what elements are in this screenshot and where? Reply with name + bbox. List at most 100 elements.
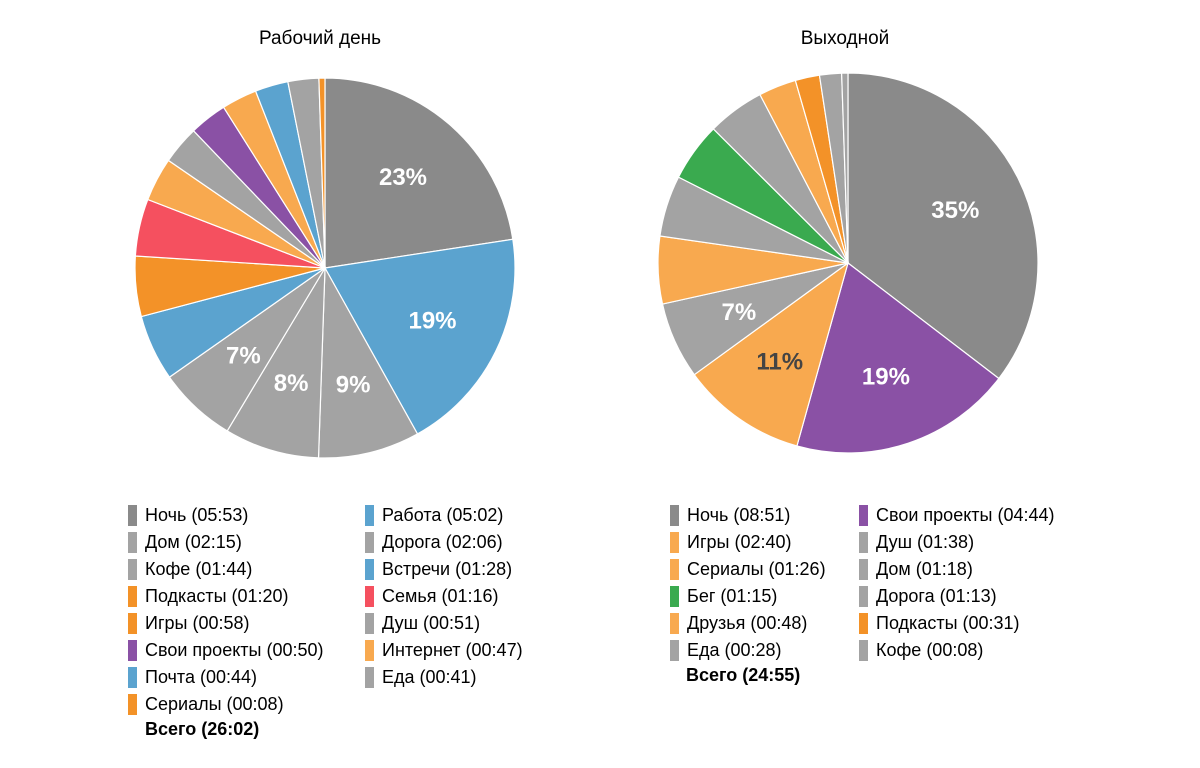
legend-swatch bbox=[128, 640, 137, 661]
legend-label: Душ (01:38) bbox=[876, 532, 975, 552]
legend-label: Дорога (01:13) bbox=[876, 586, 997, 606]
legend-item: Дом (02:15) bbox=[128, 529, 324, 556]
legend-swatch bbox=[128, 532, 137, 553]
legend-item: Работа (05:02) bbox=[365, 502, 523, 529]
legend-item: Кофе (00:08) bbox=[859, 637, 1055, 664]
legend-item: Сериалы (01:26) bbox=[670, 556, 826, 583]
legend-column: Свои проекты (04:44) Душ (01:38) Дом (01:1… bbox=[859, 502, 1055, 664]
legend-item: Почта (00:44) bbox=[128, 664, 324, 691]
legend-swatch bbox=[365, 505, 374, 526]
slice-percent-label: 7% bbox=[722, 299, 757, 326]
legend-item: Дом (01:18) bbox=[859, 556, 1055, 583]
legend-item: Игры (02:40) bbox=[670, 529, 826, 556]
pie-slice bbox=[841, 72, 849, 264]
legend-item: Свои проекты (00:50) bbox=[128, 637, 324, 664]
legend-label: Бег (01:15) bbox=[687, 586, 778, 606]
legend-swatch bbox=[859, 586, 868, 607]
legend-swatch bbox=[128, 586, 137, 607]
legend-column: Ночь (05:53) Дом (02:15) Кофе (01:44) Подка… bbox=[128, 502, 324, 718]
legend-swatch bbox=[365, 667, 374, 688]
legend-swatch bbox=[128, 559, 137, 580]
legend-item: Дорога (01:13) bbox=[859, 583, 1055, 610]
legend-total: Всего (26:02) bbox=[145, 719, 260, 739]
legend-item: Кофе (01:44) bbox=[128, 556, 324, 583]
legend-column: Ночь (08:51) Игры (02:40) Сериалы (01:26) Б… bbox=[670, 502, 826, 664]
legend-item: Ночь (08:51) bbox=[670, 502, 826, 529]
legend-label: Подкасты (00:31) bbox=[876, 613, 1020, 633]
legend-label: Дом (02:15) bbox=[145, 532, 242, 552]
chart-weekend: Выходной 35% 19% 11% 7% Ночь (08:51) Игры (0… bbox=[650, 0, 1200, 768]
legend-item: Встречи (01:28) bbox=[365, 556, 523, 583]
legend-label: Сериалы (00:08) bbox=[145, 694, 284, 714]
legend-item: Свои проекты (04:44) bbox=[859, 502, 1055, 529]
legend-label: Сериалы (01:26) bbox=[687, 559, 826, 579]
legend-label: Встречи (01:28) bbox=[382, 559, 513, 579]
legend-item: Сериалы (00:08) bbox=[128, 691, 324, 718]
legend-swatch bbox=[859, 505, 868, 526]
slice-percent-label: 7% bbox=[226, 343, 261, 370]
legend-column: Работа (05:02) Дорога (02:06) Встречи (01:… bbox=[365, 502, 523, 691]
legend-swatch bbox=[365, 640, 374, 661]
legend-swatch bbox=[128, 505, 137, 526]
slice-percent-label: 8% bbox=[274, 370, 309, 397]
legend-label: Игры (02:40) bbox=[687, 532, 792, 552]
pie-slice bbox=[317, 265, 419, 459]
legend-label: Душ (00:51) bbox=[382, 613, 481, 633]
legend-swatch bbox=[859, 559, 868, 580]
slice-percent-label: 11% bbox=[756, 348, 803, 375]
slice-percent-label: 19% bbox=[408, 308, 456, 335]
legend-swatch bbox=[128, 694, 137, 715]
pie-slice bbox=[796, 261, 1000, 454]
slice-percent-label: 23% bbox=[379, 164, 427, 191]
chart-title: Выходной bbox=[800, 28, 890, 49]
legend-label: Еда (00:41) bbox=[382, 667, 477, 687]
legend-item: Подкасты (00:31) bbox=[859, 610, 1055, 637]
legend-label: Ночь (08:51) bbox=[687, 505, 791, 525]
legend-item: Еда (00:41) bbox=[365, 664, 523, 691]
pie-slice bbox=[226, 265, 326, 459]
chart-workday: Рабочий день 23% 19% 9% 8% 7% Ночь (05:53) До… bbox=[128, 28, 523, 739]
legend-swatch bbox=[128, 613, 137, 634]
legend-swatch bbox=[365, 613, 374, 634]
legend-swatch bbox=[670, 640, 679, 661]
pie-slice bbox=[324, 238, 516, 435]
pie-slice bbox=[324, 77, 514, 269]
legend-label: Свои проекты (00:50) bbox=[145, 640, 324, 660]
legend-swatch bbox=[128, 667, 137, 688]
legend-swatch bbox=[859, 532, 868, 553]
legend-label: Свои проекты (04:44) bbox=[876, 505, 1055, 525]
legend-label: Дом (01:18) bbox=[876, 559, 973, 579]
legend-swatch bbox=[859, 613, 868, 634]
legend-swatch bbox=[670, 613, 679, 634]
legend-swatch bbox=[365, 532, 374, 553]
legend-label: Ночь (05:53) bbox=[145, 505, 249, 525]
pie-chart-weekend: 35% 19% 11% 7% bbox=[657, 72, 1039, 454]
legend-label: Друзья (00:48) bbox=[687, 613, 808, 633]
legend-swatch bbox=[670, 586, 679, 607]
legend-label: Подкасты (01:20) bbox=[145, 586, 289, 606]
slice-percent-label: 35% bbox=[931, 197, 979, 224]
legend-swatch bbox=[365, 559, 374, 580]
slice-percent-label: 19% bbox=[862, 364, 910, 391]
legend-item: Игры (00:58) bbox=[128, 610, 324, 637]
legend-swatch bbox=[670, 559, 679, 580]
legend-label: Семья (01:16) bbox=[382, 586, 499, 606]
legend-item: Душ (00:51) bbox=[365, 610, 523, 637]
legend-label: Почта (00:44) bbox=[145, 667, 258, 687]
legend-item: Бег (01:15) bbox=[670, 583, 826, 610]
pie-chart-workday: 23% 19% 9% 8% 7% bbox=[134, 77, 516, 459]
legend-swatch bbox=[670, 532, 679, 553]
legend-label: Интернет (00:47) bbox=[382, 640, 523, 660]
chart-title: Рабочий день bbox=[258, 28, 382, 49]
pie-slice bbox=[318, 77, 326, 269]
legend-label: Кофе (00:08) bbox=[876, 640, 984, 660]
legend-item: Друзья (00:48) bbox=[670, 610, 826, 637]
legend-item: Семья (01:16) bbox=[365, 583, 523, 610]
legend-swatch bbox=[859, 640, 868, 661]
legend-item: Еда (00:28) bbox=[670, 637, 826, 664]
legend-item: Ночь (05:53) bbox=[128, 502, 324, 529]
legend-label: Еда (00:28) bbox=[687, 640, 782, 660]
legend-item: Душ (01:38) bbox=[859, 529, 1055, 556]
pie-slice bbox=[847, 72, 1039, 380]
legend-label: Кофе (01:44) bbox=[145, 559, 253, 579]
